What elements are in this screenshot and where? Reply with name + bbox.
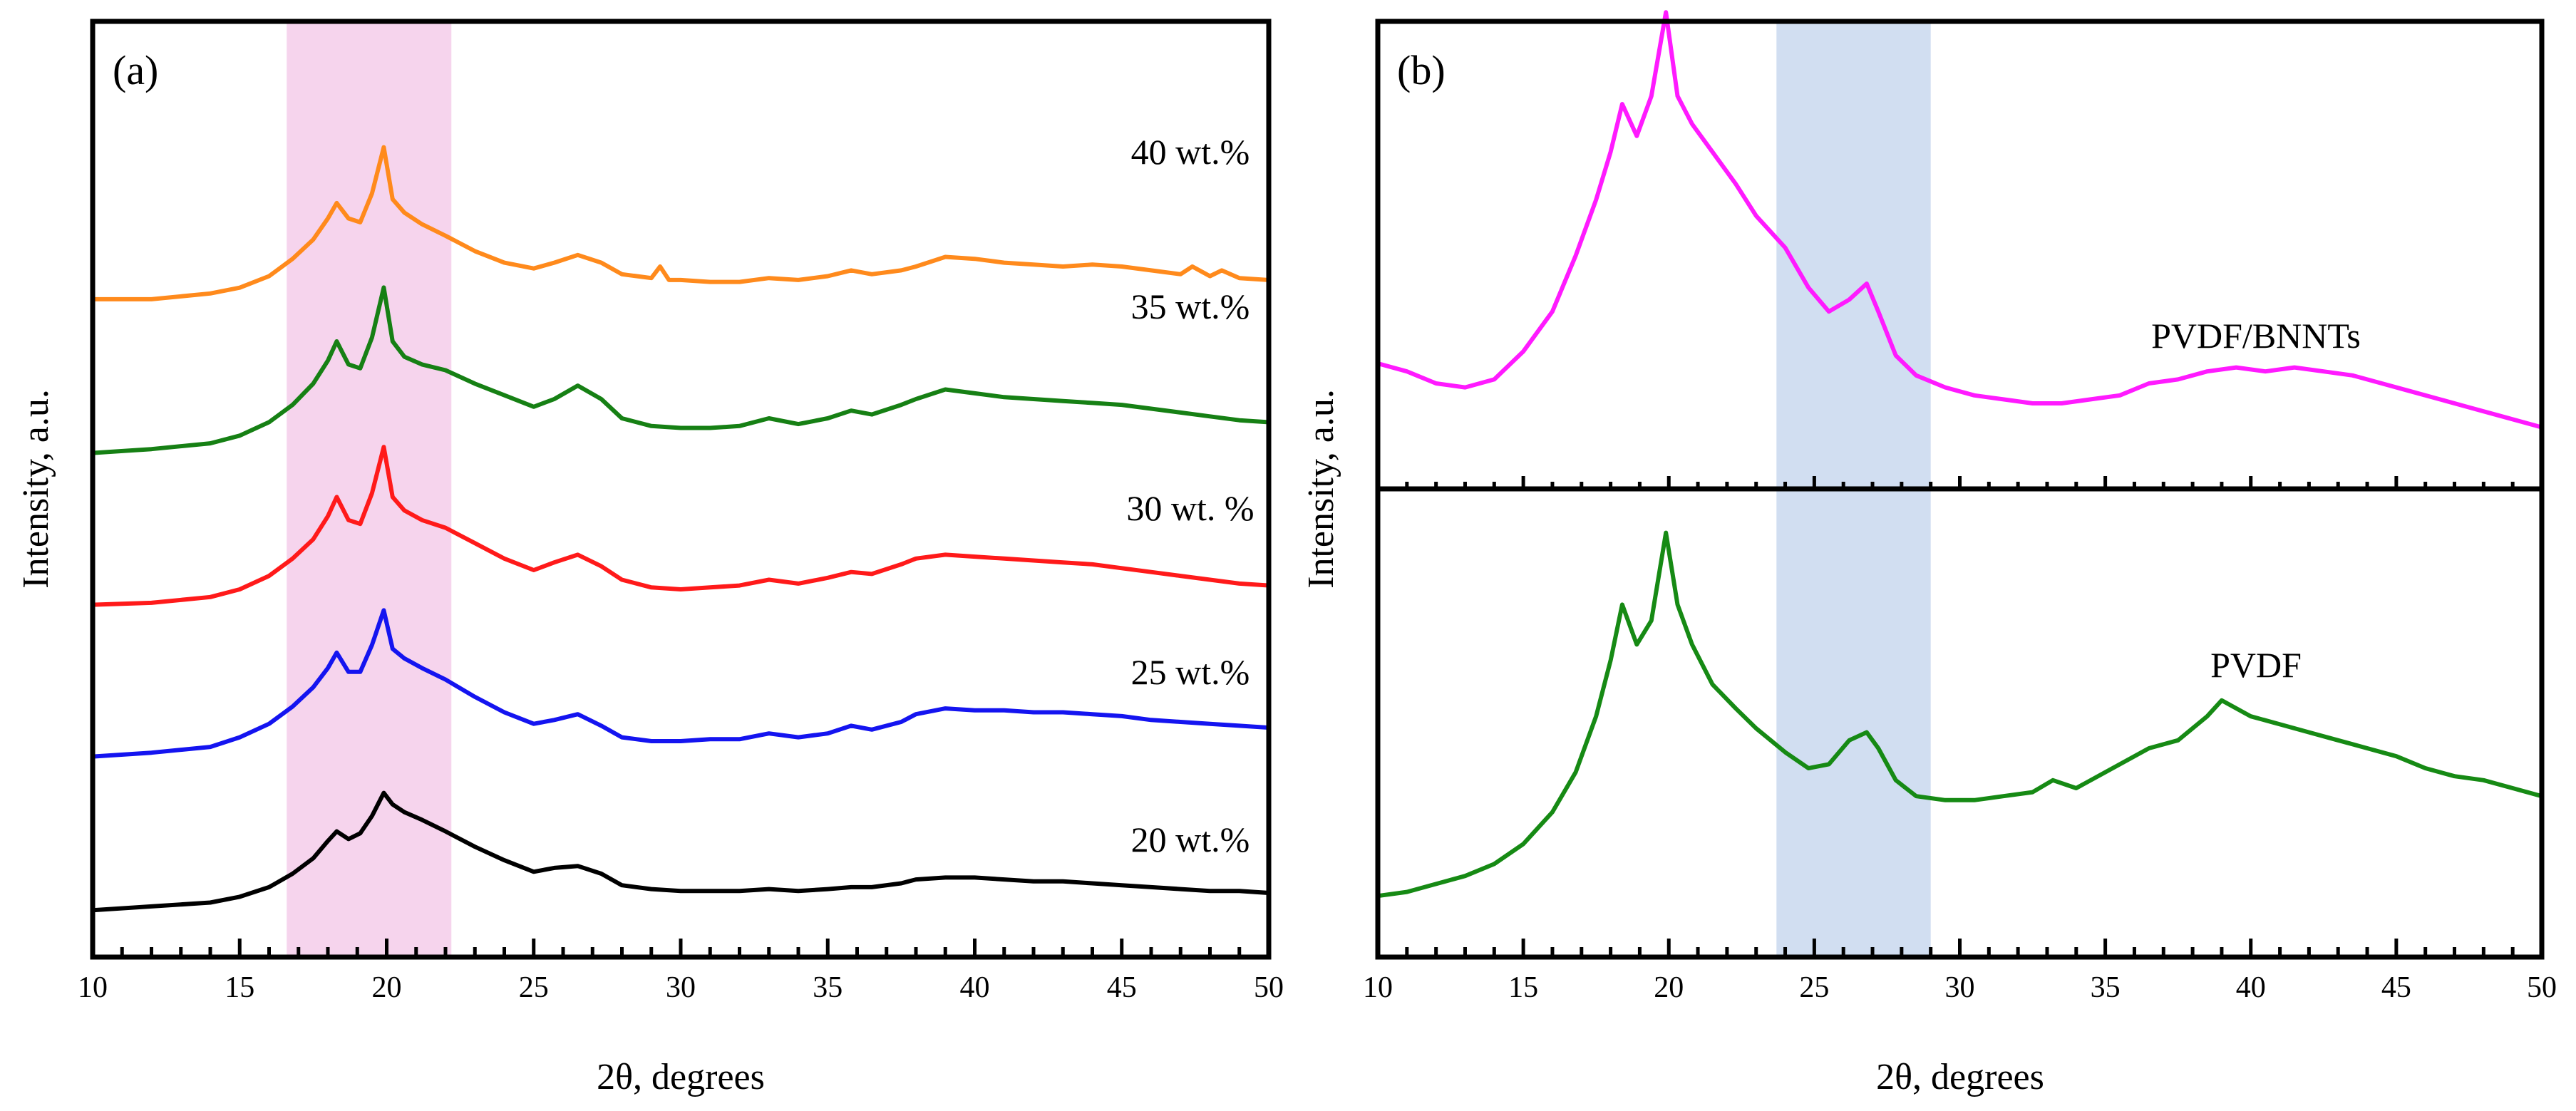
panel-label-a: (a) — [113, 47, 158, 93]
series-labels-a: 40 wt.% 35 wt.% 30 wt. % 25 wt.% 20 wt.% — [1126, 132, 1254, 859]
x-tick-label-50: 50 — [1254, 971, 1284, 1004]
x-tick-label-10: 10 — [78, 971, 108, 1004]
x-tick-label-40: 40 — [960, 971, 990, 1004]
series-label-30-wt: 30 wt. % — [1126, 488, 1254, 528]
x-ticks-b: 10 15 20 25 30 35 40 45 50 — [1363, 476, 2557, 1004]
x-tick-label-20: 20 — [372, 971, 402, 1004]
x-axis-label-a: 2θ, degrees — [597, 1057, 765, 1097]
panel-label-b: (b) — [1397, 47, 1446, 93]
curves-b — [1376, 10, 2544, 899]
x-tick-label-40: 40 — [2236, 971, 2266, 1004]
x-tick-label-25: 25 — [519, 971, 549, 1004]
series-label-25-wt: 25 wt.% — [1131, 652, 1250, 692]
x-tick-label-30: 30 — [666, 971, 696, 1004]
series-label-40-wt: 40 wt.% — [1131, 132, 1250, 172]
x-tick-label-30: 30 — [1945, 971, 1975, 1004]
series-line-pvdf — [1376, 530, 2544, 899]
series-line-30-wt — [91, 445, 1271, 607]
y-axis-label-a: Intensity, a.u. — [16, 389, 56, 589]
x-tick-label-45: 45 — [1107, 971, 1137, 1004]
plot-frame-a — [90, 19, 1272, 960]
series-line-40-wt — [91, 145, 1271, 301]
x-ticks-a: 10 15 20 25 30 35 40 45 50 — [78, 939, 1284, 1004]
series-line-20-wt — [91, 790, 1271, 913]
x-tick-label-15: 15 — [225, 971, 254, 1004]
x-tick-label-15: 15 — [1508, 971, 1538, 1004]
curves-a — [91, 145, 1271, 913]
x-tick-label-35: 35 — [813, 971, 843, 1004]
series-label-pvdf-bnnts: PVDF/BNNTs — [2151, 316, 2361, 356]
series-label-20-wt: 20 wt.% — [1131, 820, 1250, 859]
x-tick-label-50: 50 — [2527, 971, 2557, 1004]
x-axis-label-b: 2θ, degrees — [1876, 1057, 2044, 1097]
x-tick-label-25: 25 — [1799, 971, 1829, 1004]
series-line-25-wt — [91, 608, 1271, 759]
y-axis-label-b: Intensity, a.u. — [1301, 389, 1341, 589]
x-tick-label-35: 35 — [2091, 971, 2121, 1004]
x-tick-label-45: 45 — [2381, 971, 2411, 1004]
series-label-pvdf: PVDF — [2210, 645, 2302, 685]
panel-b: PVDF/BNNTs PVDF 10 15 20 25 30 35 40 45 50 (b) 2θ… — [1301, 10, 2557, 1097]
panel-a: 40 wt.%35 wt.%30 wt. %25 wt.%20 wt.% 10 1… — [16, 19, 1284, 1097]
series-line-pvdf-bnnts — [1376, 10, 2544, 430]
x-tick-label-10: 10 — [1363, 971, 1393, 1004]
series-labels-b: PVDF/BNNTs PVDF — [2151, 316, 2361, 685]
series-line-35-wt — [91, 285, 1271, 455]
series-label-35-wt: 35 wt.% — [1131, 286, 1250, 326]
x-tick-label-20: 20 — [1654, 971, 1684, 1004]
highlight-band-a — [287, 21, 452, 957]
